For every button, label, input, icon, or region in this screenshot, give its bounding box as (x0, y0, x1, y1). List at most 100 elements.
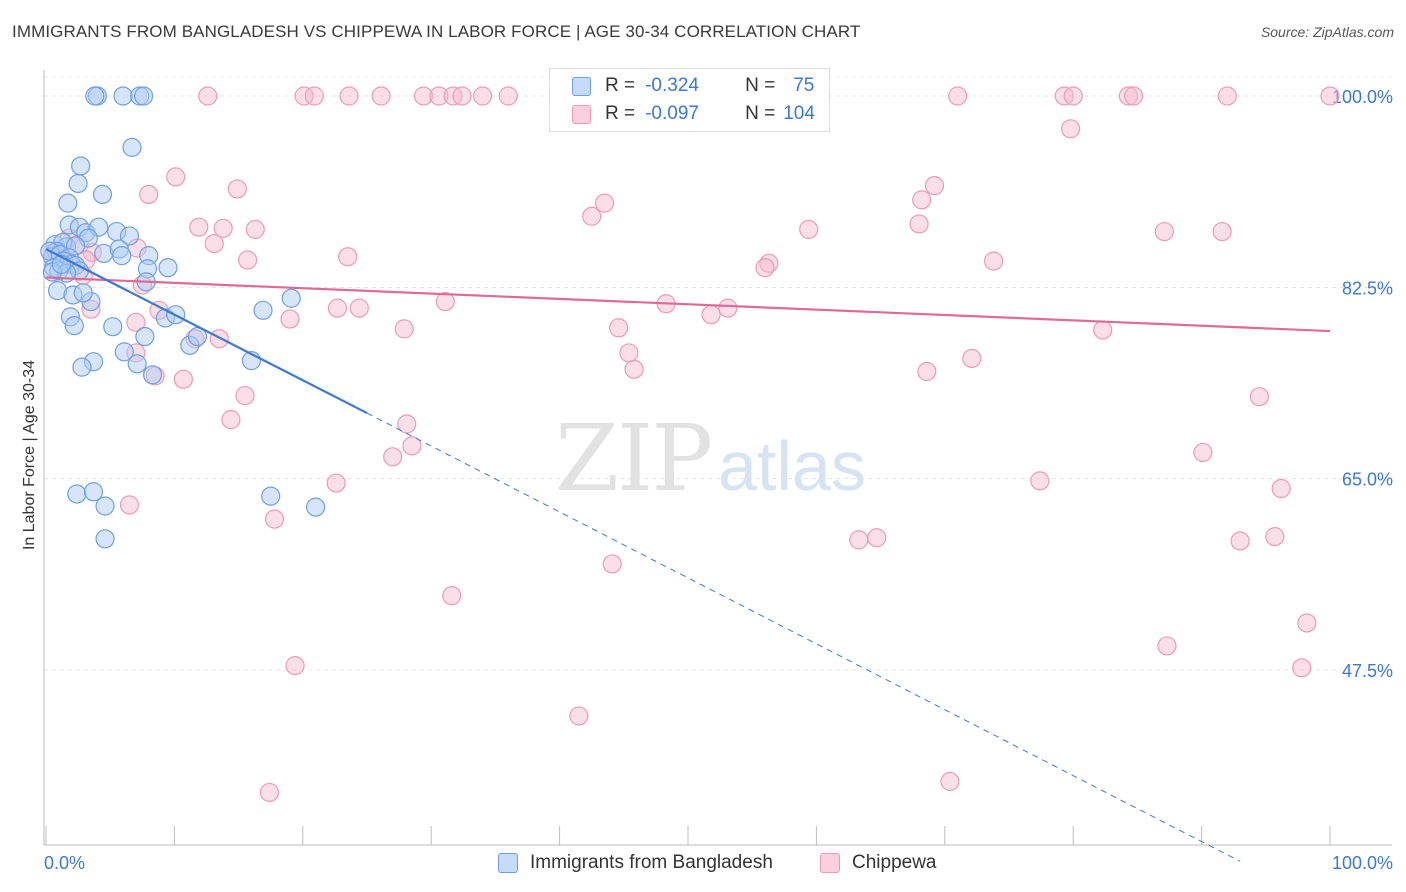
chippewa-point (498, 86, 518, 106)
legend-row-bangladesh: R = -0.324 N = 75 (572, 73, 814, 99)
chippewa-point (1217, 86, 1237, 106)
legend-r-value-chippewa: -0.097 (645, 103, 699, 124)
bangladesh-point (85, 86, 105, 106)
chippewa-point (701, 305, 721, 325)
chippewa-point (383, 447, 403, 467)
chippewa-point (173, 369, 193, 389)
chippewa-point (1123, 86, 1144, 106)
chippewa-point (394, 319, 414, 339)
chippewa-point (609, 318, 629, 338)
chippewa-point (718, 298, 738, 318)
bangladesh-point (92, 184, 113, 204)
watermark-zip: ZIP (555, 405, 711, 512)
chippewa-point (983, 251, 1004, 271)
chippewa-point (1193, 442, 1213, 463)
bangladesh-point (103, 317, 123, 337)
bangladesh-point (113, 86, 133, 106)
chippewa-point (119, 495, 140, 515)
chippewa-point (849, 530, 869, 550)
bangladesh-point (133, 86, 154, 106)
bangladesh-point (122, 137, 142, 157)
bangladesh-point (71, 156, 91, 176)
chippewa-point (304, 86, 324, 106)
bangladesh-point (127, 354, 147, 374)
chippewa-point (227, 179, 247, 199)
bangladesh-point (73, 283, 93, 303)
bangladesh-point (83, 482, 104, 502)
chippewa-point (472, 86, 493, 106)
bangladesh-point (158, 258, 178, 278)
chippewa-point (235, 385, 255, 406)
bangladesh-point (119, 226, 140, 246)
chippewa-point (285, 656, 305, 676)
chippewa-point (755, 258, 775, 278)
bangladesh-point (306, 497, 326, 517)
chippewa-point (259, 782, 280, 803)
y-tick-label: 100.0% (1332, 87, 1393, 107)
chippewa-point (413, 86, 434, 106)
chippewa-point (1061, 119, 1081, 139)
chippewa-point (442, 586, 462, 606)
chippewa-point (349, 298, 369, 318)
bangladesh-point (114, 342, 134, 362)
source-label: Source: ZipAtlas.com (1260, 24, 1394, 40)
chippewa-point (327, 298, 348, 318)
legend-swatch-bangladesh (498, 853, 518, 873)
chippewa-point (1157, 636, 1177, 656)
legend-row-chippewa: R = -0.097 N = 104 (572, 101, 815, 127)
bangladesh-point (64, 316, 84, 336)
chippewa-point (962, 348, 982, 368)
bangladesh-point (72, 357, 92, 377)
legend-n-label: N = (745, 75, 776, 96)
legend-item-chippewa: Chippewa (820, 852, 937, 874)
legend-swatch-bangladesh (572, 76, 591, 96)
chippewa-point (1093, 320, 1113, 340)
legend-n-value-bangladesh: 75 (793, 75, 815, 96)
chippewa-point (619, 343, 639, 363)
chippewa-point (594, 193, 615, 213)
chippewa-point (1297, 613, 1317, 633)
chippewa-point (429, 86, 449, 106)
bangladesh-point (142, 365, 163, 385)
chippewa-point (624, 359, 644, 379)
chippewa-point (204, 234, 224, 254)
chippewa-point (1063, 86, 1083, 106)
chippewa-point (402, 436, 422, 456)
chippewa-point (237, 250, 258, 270)
chippewa-point (602, 554, 622, 574)
bangladesh-point (261, 486, 281, 506)
chippewa-point (126, 312, 146, 332)
x-tick-label: 100.0% (1332, 853, 1393, 873)
chippewa-point (339, 86, 359, 106)
chippewa-point (1230, 531, 1250, 551)
bangladesh-point (67, 484, 87, 504)
bangladesh-point (253, 300, 273, 320)
legend-r-label: R = (605, 75, 636, 96)
legend-n-label: N = (745, 103, 776, 124)
chippewa-point (435, 291, 455, 312)
legend-r-label: R = (605, 103, 636, 124)
chippewa-point (452, 86, 472, 106)
bangladesh-point (68, 173, 88, 194)
legend-n-value-chippewa: 104 (783, 103, 815, 124)
chippewa-point (1118, 86, 1139, 106)
bangladesh-point (58, 193, 78, 213)
bangladesh-trendline-extension (366, 412, 1241, 862)
chippewa-point (371, 86, 391, 106)
chippewa-point (1030, 471, 1050, 491)
series-legend: Immigrants from Bangladesh Chippewa (0, 852, 1406, 878)
chart-title: IMMIGRANTS FROM BANGLADESH VS CHIPPEWA I… (12, 22, 861, 41)
y-tick-label: 82.5% (1342, 278, 1393, 298)
chippewa-point (1212, 221, 1232, 242)
legend-swatch-chippewa (820, 853, 840, 873)
chippewa-point (1265, 527, 1285, 547)
chippewa-point (189, 217, 209, 237)
bangladesh-point (95, 529, 115, 549)
chippewa-point (1249, 387, 1269, 407)
chippewa-point (213, 218, 233, 238)
x-tick-label: 0.0% (44, 853, 85, 873)
legend-name-bangladesh: Immigrants from Bangladesh (530, 852, 773, 873)
bangladesh-point (112, 246, 132, 266)
chippewa-point (1271, 478, 1291, 499)
